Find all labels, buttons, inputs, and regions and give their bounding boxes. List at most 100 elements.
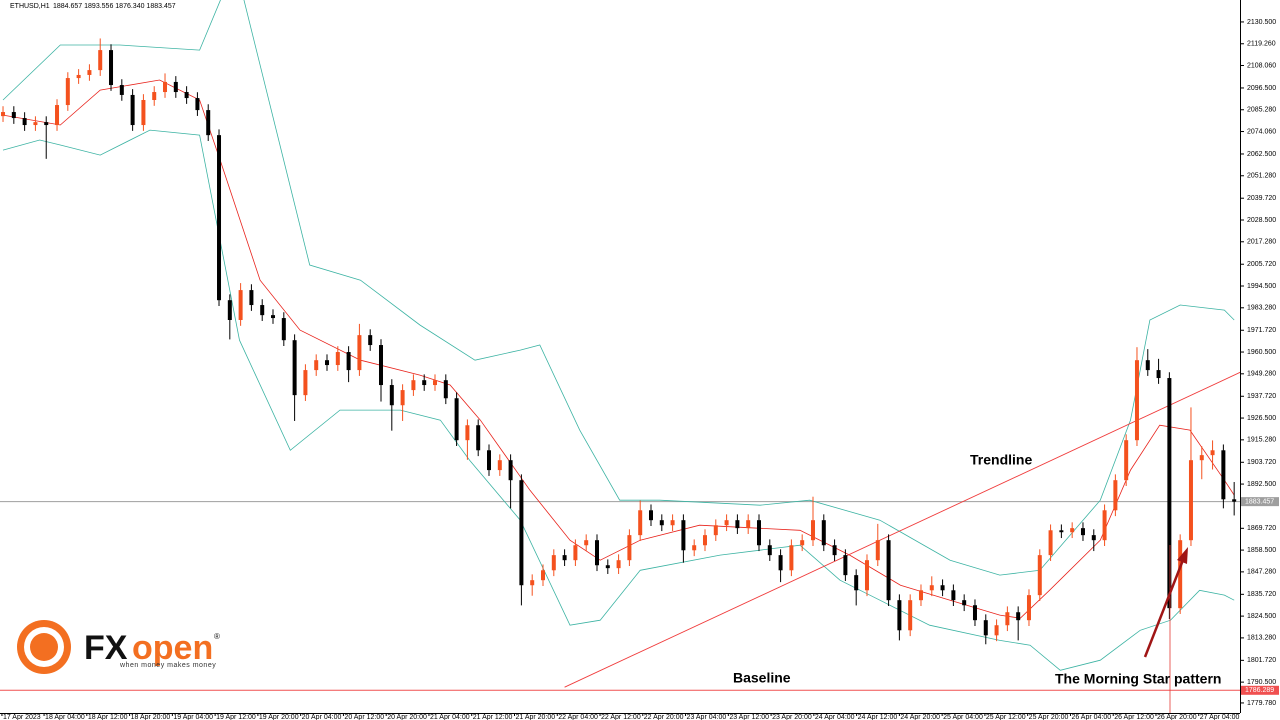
logo-fx: FX: [84, 629, 128, 667]
y-tick-label: 1994.500: [1247, 283, 1276, 290]
candle-body: [195, 98, 200, 111]
candle-body: [983, 620, 988, 636]
trendline: [564, 371, 1240, 688]
logo-open: open: [132, 629, 213, 667]
x-tick-label: 22 Apr 04:00: [558, 714, 598, 720]
x-tick-label: 21 Apr 04:00: [430, 714, 470, 720]
candle-body: [843, 555, 848, 576]
candle-body: [1048, 530, 1053, 556]
x-tick-label: 23 Apr 12:00: [729, 714, 769, 720]
candle-body: [389, 385, 394, 406]
logo: FX open ® when money makes money: [17, 620, 220, 674]
candle-body: [65, 78, 70, 106]
candle-body: [1113, 480, 1118, 511]
candle-body: [487, 450, 492, 471]
candle-body: [1232, 499, 1237, 502]
x-tick-label: 25 Apr 20:00: [1029, 714, 1069, 720]
candle-body: [379, 345, 384, 386]
candle-body: [584, 540, 589, 546]
candle-body: [357, 335, 362, 371]
candle-body: [897, 600, 902, 631]
candle-body: [368, 335, 373, 346]
candle-body: [1059, 530, 1064, 533]
y-tick-label: 1960.500: [1247, 349, 1276, 356]
y-tick-label: 2130.500: [1247, 19, 1276, 26]
candle-body: [994, 625, 999, 636]
y-tick-label: 1983.280: [1247, 305, 1276, 312]
x-tick-label: 24 Apr 20:00: [900, 714, 940, 720]
candle-body: [44, 122, 49, 126]
candle-body: [260, 305, 265, 316]
candle-body: [227, 300, 232, 320]
candle-body: [411, 380, 416, 391]
y-tick-label: 2051.280: [1247, 173, 1276, 180]
candle-body: [659, 520, 664, 526]
candle-body: [33, 122, 38, 126]
candle-body: [551, 555, 556, 571]
candle-body: [87, 70, 92, 75]
candle-body: [767, 545, 772, 556]
candle-body: [972, 605, 977, 621]
annotation: Trendline: [970, 452, 1032, 468]
candle-body: [789, 545, 794, 571]
baseline-label-box: [1241, 685, 1279, 695]
x-tick-label: 18 Apr 12:00: [88, 714, 128, 720]
candle-body: [55, 105, 60, 126]
candle-body: [519, 480, 524, 586]
candle-body: [1124, 440, 1129, 481]
y-tick-label: 1858.500: [1247, 547, 1276, 554]
candle-body: [1037, 555, 1042, 596]
y-tick-label: 1813.280: [1247, 635, 1276, 642]
candle-body: [1145, 360, 1150, 371]
y-tick-label: 2119.260: [1247, 41, 1276, 48]
candle-body: [594, 540, 599, 566]
y-tick-label: 1892.500: [1247, 481, 1276, 488]
x-tick-label: 22 Apr 12:00: [601, 714, 641, 720]
candle-body: [314, 360, 319, 371]
annotation: The Morning Star pattern: [1055, 671, 1221, 687]
x-tick-label: 19 Apr 12:00: [216, 714, 256, 720]
x-tick-label: 19 Apr 20:00: [259, 714, 299, 720]
candle-body: [1134, 360, 1139, 441]
y-tick-label: 1779.780: [1247, 700, 1276, 707]
candle-body: [422, 380, 427, 386]
candle-body: [11, 112, 16, 119]
x-tick-label: 23 Apr 20:00: [772, 714, 812, 720]
indicator-line: [2, 0, 1235, 576]
x-tick-label: 18 Apr 20:00: [131, 714, 171, 720]
candle-body: [292, 340, 297, 396]
candle-body: [1102, 510, 1107, 541]
candle-body: [454, 398, 459, 441]
candle-body: [217, 135, 222, 301]
y-tick-label: 2096.500: [1247, 85, 1276, 92]
candle-body: [875, 540, 880, 561]
candle-body: [638, 510, 643, 536]
plot-area: [0, 0, 1240, 691]
candle-body: [1080, 528, 1085, 536]
y-tick-label: 1869.720: [1247, 525, 1276, 532]
candle-body: [130, 94, 135, 126]
candle-body: [281, 318, 286, 341]
y-tick-label: 1835.720: [1247, 591, 1276, 598]
candle-body: [692, 545, 697, 551]
x-tick-label: 20 Apr 20:00: [387, 714, 427, 720]
candle-body: [929, 585, 934, 591]
y-tick-label: 1801.720: [1247, 657, 1276, 664]
candle-body: [476, 425, 481, 451]
x-tick-label: 26 Apr 20:00: [1157, 714, 1197, 720]
y-tick-label: 2085.280: [1247, 107, 1276, 114]
candle-body: [173, 81, 178, 93]
logo-tagline: when money makes money: [119, 662, 216, 669]
logo-mark: ®: [214, 632, 220, 641]
x-tick-label: 20 Apr 04:00: [302, 714, 342, 720]
candle-body: [573, 545, 578, 561]
x-tick-label: 26 Apr 04:00: [1071, 714, 1111, 720]
candle-body: [854, 575, 859, 591]
candle-body: [238, 290, 243, 320]
candle-body: [530, 580, 535, 586]
candle-body: [681, 520, 686, 551]
candle-body: [1210, 450, 1215, 456]
candle-body: [951, 590, 956, 601]
y-tick-label: 1847.280: [1247, 569, 1276, 576]
